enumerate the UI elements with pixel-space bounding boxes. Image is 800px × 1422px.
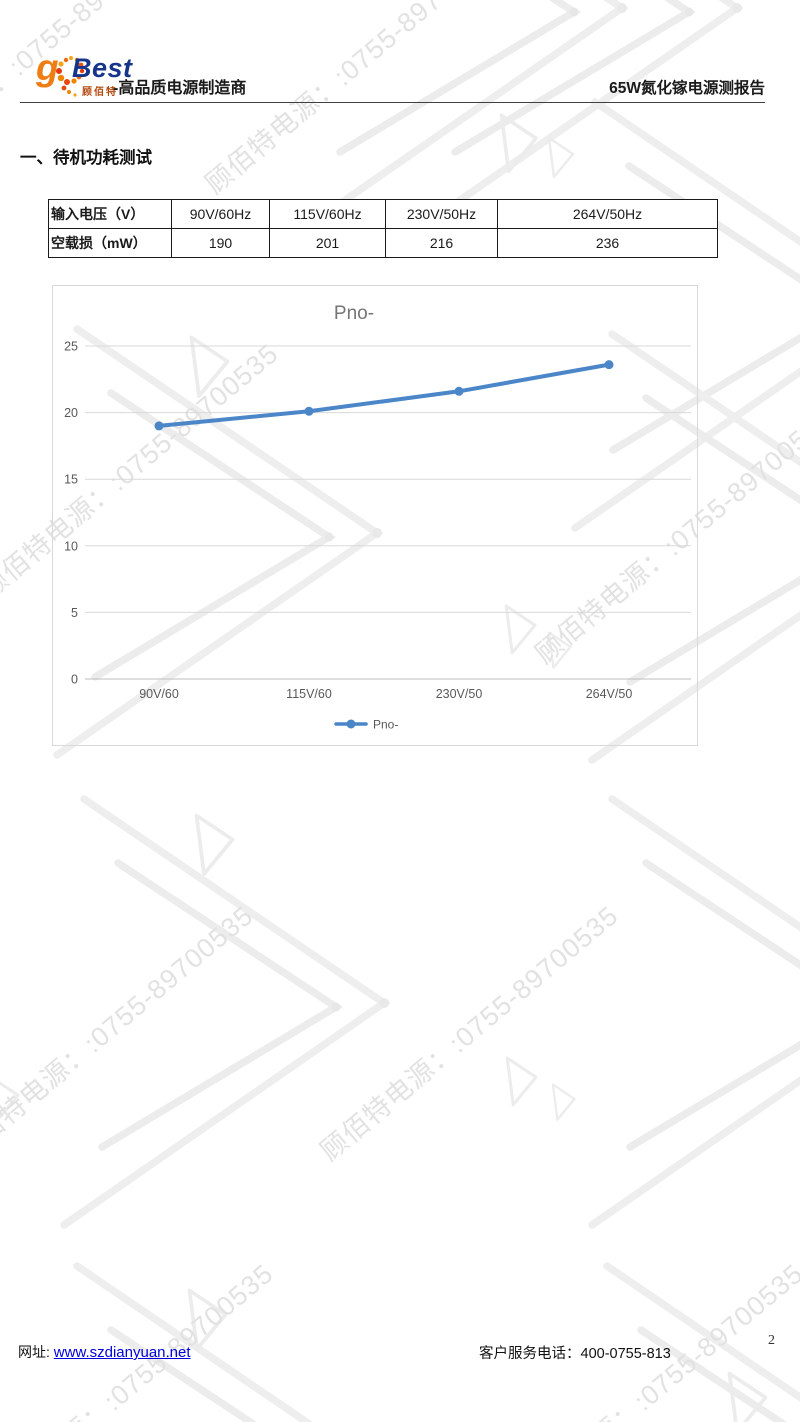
pno-chart-frame: Pno- 0 5 10 15 20 25 90V/60 115V/60 230V/50 264V/5… (52, 285, 698, 746)
page-number: 2 (768, 1333, 775, 1348)
table-row-noload-loss: 空载损（mW） 190 201 216 236 (48, 228, 718, 258)
standby-power-table: 输入电压（V） 90V/60Hz 115V/60Hz 230V/50Hz 264… (48, 199, 718, 258)
svg-text:90V/60: 90V/60 (139, 687, 179, 701)
pno-line-chart: Pno- 0 5 10 15 20 25 90V/60 115V/60 230V/50 264V/5… (64, 303, 691, 732)
svg-text:264V/50: 264V/50 (586, 687, 633, 701)
table-cell-loss-264v: 236 (497, 228, 718, 258)
table-cell-voltage-115v: 115V/60Hz (269, 199, 386, 229)
website-link[interactable]: www.szdianyuan.net (53, 1344, 191, 1361)
logo-g-letter: g (36, 47, 59, 88)
svg-text:230V/50: 230V/50 (436, 687, 483, 701)
section-title: 一、待机功耗测试 (20, 149, 152, 167)
table-cell-loss-90v: 190 (171, 228, 270, 258)
svg-text:25: 25 (64, 340, 78, 354)
svg-text:Pno-: Pno- (334, 303, 374, 324)
company-logo: g Best 顾佰特 (36, 47, 146, 109)
table-cell-voltage-90v: 90V/60Hz (171, 199, 270, 229)
header-tagline: -高品质电源制造商 (113, 80, 247, 97)
logo-best-text: Best (72, 53, 133, 83)
report-title: 65W氮化镓电源测报告 (609, 80, 765, 97)
svg-text:20: 20 (64, 406, 78, 420)
header-divider (20, 102, 765, 103)
svg-text:0: 0 (71, 673, 78, 687)
website-label: 网址: (18, 1344, 50, 1360)
table-cell-loss-230v: 216 (385, 228, 498, 258)
table-header-noload-loss: 空载损（mW） (48, 228, 172, 258)
table-row-voltage: 输入电压（V） 90V/60Hz 115V/60Hz 230V/50Hz 264… (48, 199, 718, 229)
table-cell-voltage-230v: 230V/50Hz (385, 199, 498, 229)
footer-website: 网址: www.szdianyuan.net (18, 1342, 191, 1362)
svg-text:15: 15 (64, 473, 78, 487)
logo-dots-icon (56, 56, 85, 97)
table-cell-voltage-264v: 264V/50Hz (497, 199, 718, 229)
footer-service-phone: 客户服务电话：400-0755-813 (479, 1346, 671, 1362)
svg-text:Pno-: Pno- (373, 718, 398, 732)
logo-subtitle: 顾佰特 (82, 87, 118, 98)
svg-text:115V/60: 115V/60 (286, 687, 332, 701)
table-cell-loss-115v: 201 (269, 228, 386, 258)
svg-text:10: 10 (64, 539, 78, 553)
table-header-input-voltage: 输入电压（V） (48, 199, 172, 229)
svg-text:5: 5 (71, 606, 78, 620)
